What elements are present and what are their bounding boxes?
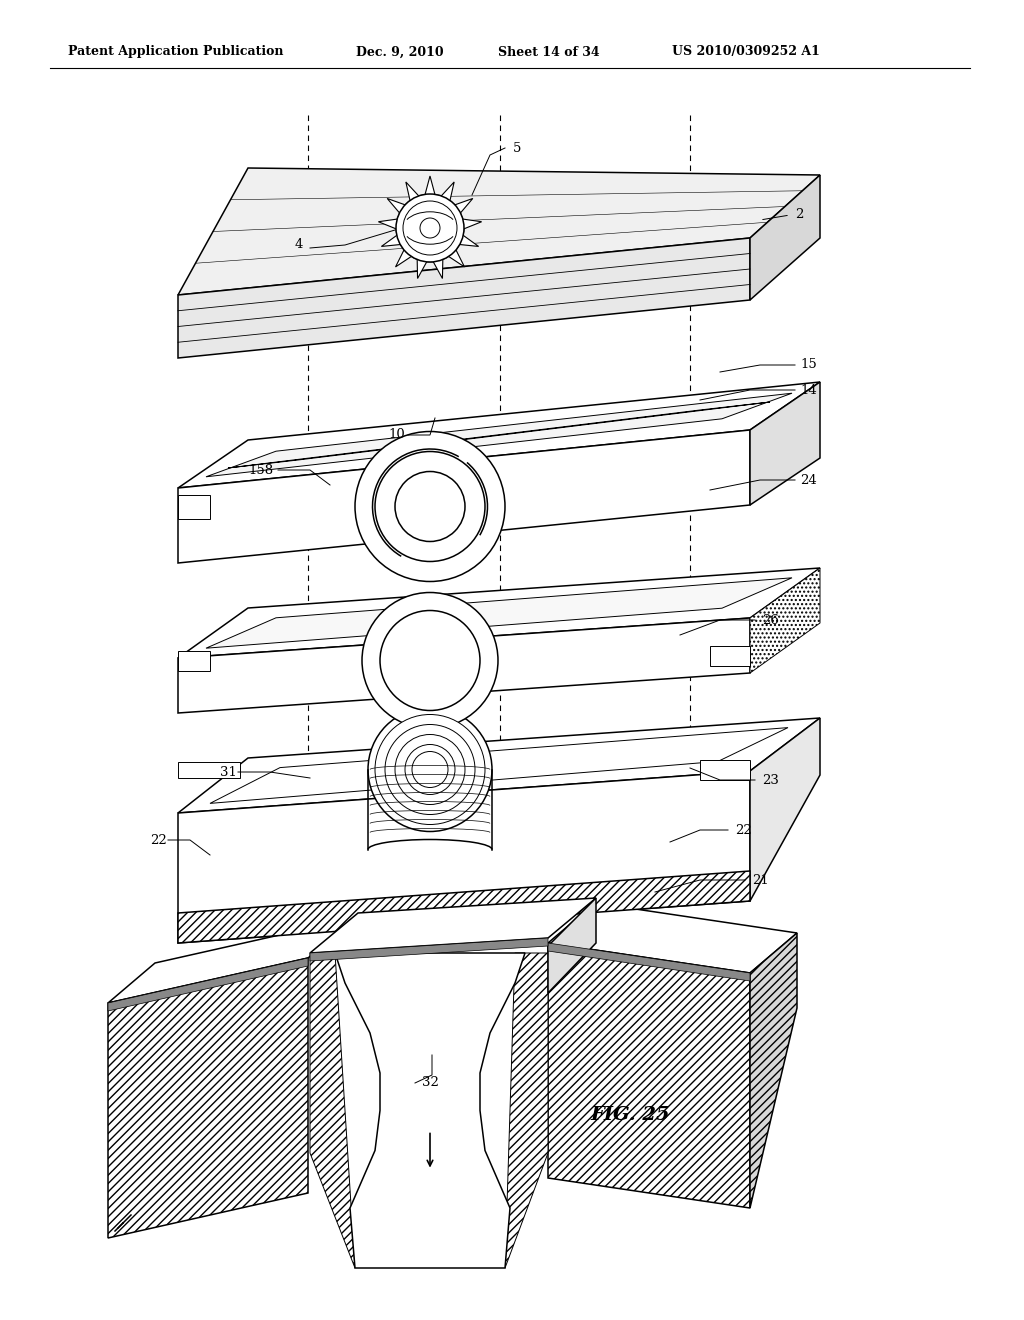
Polygon shape xyxy=(700,759,750,780)
Text: 21: 21 xyxy=(752,874,769,887)
Polygon shape xyxy=(379,176,481,279)
Polygon shape xyxy=(228,403,770,469)
Polygon shape xyxy=(335,953,525,1269)
Polygon shape xyxy=(548,942,750,981)
Text: 22: 22 xyxy=(150,833,167,846)
Circle shape xyxy=(355,432,505,582)
Circle shape xyxy=(385,725,475,814)
Polygon shape xyxy=(310,953,355,1269)
Polygon shape xyxy=(710,645,750,665)
Circle shape xyxy=(395,734,465,804)
Circle shape xyxy=(420,218,440,238)
Polygon shape xyxy=(310,898,596,953)
Circle shape xyxy=(380,610,480,710)
Polygon shape xyxy=(108,958,308,1238)
Polygon shape xyxy=(178,618,750,713)
Polygon shape xyxy=(206,393,792,477)
Text: 158: 158 xyxy=(248,463,273,477)
Polygon shape xyxy=(178,238,750,358)
Text: 31: 31 xyxy=(220,766,237,779)
Circle shape xyxy=(362,593,498,729)
Polygon shape xyxy=(548,898,596,993)
Polygon shape xyxy=(178,430,750,564)
Circle shape xyxy=(396,194,464,261)
Polygon shape xyxy=(178,771,750,942)
Text: 14: 14 xyxy=(800,384,817,396)
Polygon shape xyxy=(178,381,820,488)
Polygon shape xyxy=(178,168,820,294)
Circle shape xyxy=(403,201,457,255)
Text: Sheet 14 of 34: Sheet 14 of 34 xyxy=(498,45,600,58)
Polygon shape xyxy=(750,933,797,1208)
Polygon shape xyxy=(548,942,750,1208)
Polygon shape xyxy=(108,958,308,1011)
Text: 15: 15 xyxy=(800,359,817,371)
Polygon shape xyxy=(548,903,797,973)
Text: 22: 22 xyxy=(735,824,752,837)
Polygon shape xyxy=(210,727,788,804)
Polygon shape xyxy=(750,381,820,506)
Polygon shape xyxy=(178,495,210,519)
Polygon shape xyxy=(505,953,548,1269)
Polygon shape xyxy=(178,871,750,942)
Text: 2: 2 xyxy=(795,209,804,222)
Text: FIG. 25: FIG. 25 xyxy=(590,1106,670,1125)
Polygon shape xyxy=(178,718,820,813)
Circle shape xyxy=(375,714,485,825)
Circle shape xyxy=(412,751,449,788)
Text: 4: 4 xyxy=(295,239,303,252)
Polygon shape xyxy=(178,568,820,657)
Text: 24: 24 xyxy=(800,474,817,487)
Polygon shape xyxy=(206,578,792,648)
Polygon shape xyxy=(750,718,820,902)
Text: Patent Application Publication: Patent Application Publication xyxy=(68,45,284,58)
Circle shape xyxy=(395,471,465,541)
Polygon shape xyxy=(310,939,548,961)
Polygon shape xyxy=(750,568,820,673)
Text: 23: 23 xyxy=(762,774,779,787)
Circle shape xyxy=(406,744,455,795)
Polygon shape xyxy=(750,176,820,300)
Text: Dec. 9, 2010: Dec. 9, 2010 xyxy=(356,45,443,58)
Polygon shape xyxy=(178,762,240,777)
Polygon shape xyxy=(178,651,210,671)
Polygon shape xyxy=(108,917,355,1003)
Text: 32: 32 xyxy=(422,1077,439,1089)
Circle shape xyxy=(368,708,492,832)
Text: 10: 10 xyxy=(388,429,404,441)
Text: 26: 26 xyxy=(762,614,779,627)
Circle shape xyxy=(375,451,485,561)
Text: 5: 5 xyxy=(513,141,521,154)
Text: US 2010/0309252 A1: US 2010/0309252 A1 xyxy=(672,45,820,58)
